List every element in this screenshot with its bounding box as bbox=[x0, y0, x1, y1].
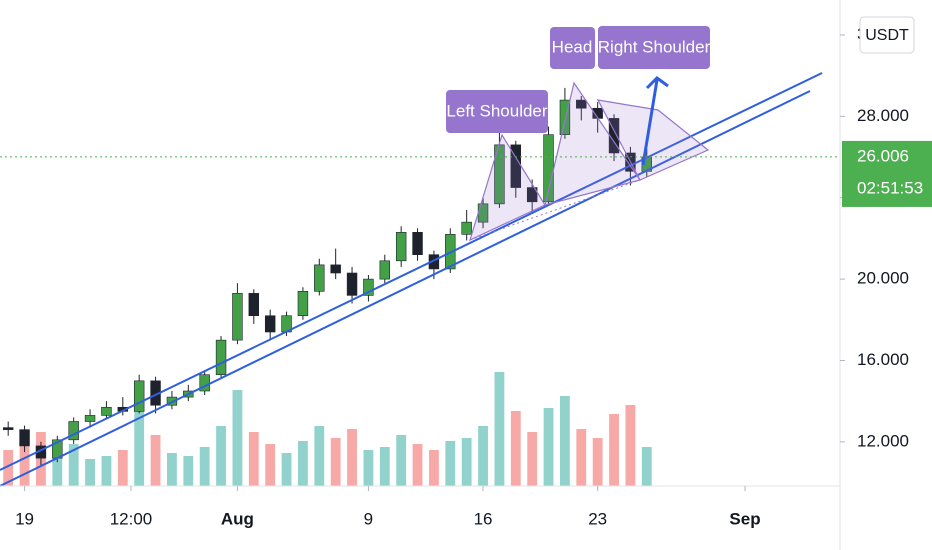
candle-body bbox=[2, 427, 14, 430]
x-tick-label: 23 bbox=[588, 509, 607, 528]
annotation-label: Left Shoulder bbox=[446, 101, 547, 120]
candle-body bbox=[461, 221, 472, 235]
candle-body bbox=[215, 339, 227, 376]
candle-body bbox=[248, 293, 260, 317]
candle-body bbox=[84, 415, 96, 422]
annotation-label: Head bbox=[552, 37, 593, 56]
x-tick-label: 9 bbox=[364, 509, 373, 528]
annotation: Left Shoulder Head Right Shoulder bbox=[446, 26, 711, 133]
volume-bar bbox=[134, 408, 145, 486]
pattern-shape bbox=[596, 99, 710, 181]
volume-bar bbox=[396, 435, 407, 486]
candle-body bbox=[576, 99, 587, 109]
plot bbox=[2, 87, 652, 486]
candle-body bbox=[363, 278, 374, 296]
volume-bar bbox=[183, 456, 194, 486]
volume-bar bbox=[101, 456, 112, 486]
volume-bar bbox=[478, 426, 488, 486]
candle-body bbox=[19, 429, 30, 447]
annotation-label: Right Shoulder bbox=[598, 37, 711, 56]
volume-bar bbox=[527, 432, 538, 486]
volume-bar bbox=[117, 450, 128, 486]
volume-bar bbox=[412, 444, 423, 486]
volume-bar bbox=[85, 459, 95, 486]
volume-bar bbox=[347, 429, 357, 486]
volume-bar bbox=[461, 438, 472, 486]
candle-body bbox=[526, 187, 538, 203]
volume-bar bbox=[330, 438, 341, 486]
volume-bar bbox=[494, 372, 505, 486]
arrow bbox=[641, 76, 669, 166]
candle-body bbox=[346, 272, 358, 296]
volume-bar bbox=[281, 453, 292, 486]
candle-body bbox=[297, 291, 309, 317]
currency-label[interactable]: USDT bbox=[865, 27, 909, 44]
volume-bar bbox=[265, 444, 276, 486]
annotation-box bbox=[598, 26, 710, 69]
neckline bbox=[469, 179, 641, 241]
y-tick-label: 20.000 bbox=[857, 269, 909, 288]
x-tick-label: Sep bbox=[729, 509, 760, 528]
volume-bar bbox=[232, 390, 243, 486]
volume-bar bbox=[576, 429, 587, 486]
volume-bar bbox=[609, 414, 619, 486]
volume-bar bbox=[199, 447, 210, 486]
volume-bar bbox=[314, 426, 325, 486]
volume-bar bbox=[445, 441, 456, 486]
candle-body bbox=[379, 260, 391, 280]
candle-body bbox=[68, 421, 79, 441]
candle-body bbox=[412, 232, 423, 255]
countdown-label: 02:51:53 bbox=[857, 178, 923, 197]
volume-bar bbox=[68, 444, 79, 486]
y-tick-label: 16.000 bbox=[857, 350, 909, 369]
volume-bar bbox=[641, 447, 652, 486]
currency-button[interactable] bbox=[859, 16, 915, 54]
y-tick-label: 12.000 bbox=[857, 431, 909, 450]
x-tick-label: 19 bbox=[15, 509, 34, 528]
candle-body bbox=[608, 118, 620, 154]
volume-bar bbox=[167, 453, 177, 486]
pattern-shape bbox=[469, 133, 546, 242]
volume-bar bbox=[560, 396, 570, 486]
volume-bar bbox=[248, 432, 259, 486]
pattern-shape bbox=[544, 81, 641, 206]
annotation-box bbox=[550, 27, 595, 69]
candle-body bbox=[330, 264, 341, 274]
volume-bar bbox=[592, 438, 603, 486]
volume-bar bbox=[625, 405, 636, 486]
candle-body bbox=[133, 380, 145, 412]
y-tick-label: 28.000 bbox=[857, 106, 909, 125]
volume-bar bbox=[363, 450, 374, 486]
trend-line bbox=[0, 72, 823, 471]
candle-body bbox=[232, 293, 243, 341]
candle-body bbox=[395, 232, 407, 262]
volume-bar bbox=[543, 408, 554, 486]
volume-bar bbox=[19, 441, 30, 486]
candle-body bbox=[559, 99, 571, 135]
volume-bar bbox=[216, 426, 226, 486]
axes: 12.00016.00020.00024.00028.00032.0001912… bbox=[0, 24, 932, 528]
volume-bar bbox=[52, 453, 63, 486]
x-tick-label: 16 bbox=[474, 509, 493, 528]
candle-body bbox=[264, 315, 276, 333]
volume-bar bbox=[3, 450, 14, 486]
candle-body bbox=[101, 406, 112, 416]
volume-bar bbox=[298, 441, 308, 486]
candle-body bbox=[314, 264, 325, 292]
annotation-box bbox=[446, 90, 548, 133]
last-price-label: 26.006 bbox=[857, 146, 909, 165]
volume-bar bbox=[510, 411, 521, 486]
last-price-box bbox=[842, 140, 932, 207]
volume-bar bbox=[150, 435, 161, 486]
x-tick-label: Aug bbox=[221, 509, 254, 528]
volume-bar bbox=[429, 450, 439, 486]
volume-bar bbox=[379, 447, 390, 486]
x-tick-label: 12:00 bbox=[110, 509, 153, 528]
